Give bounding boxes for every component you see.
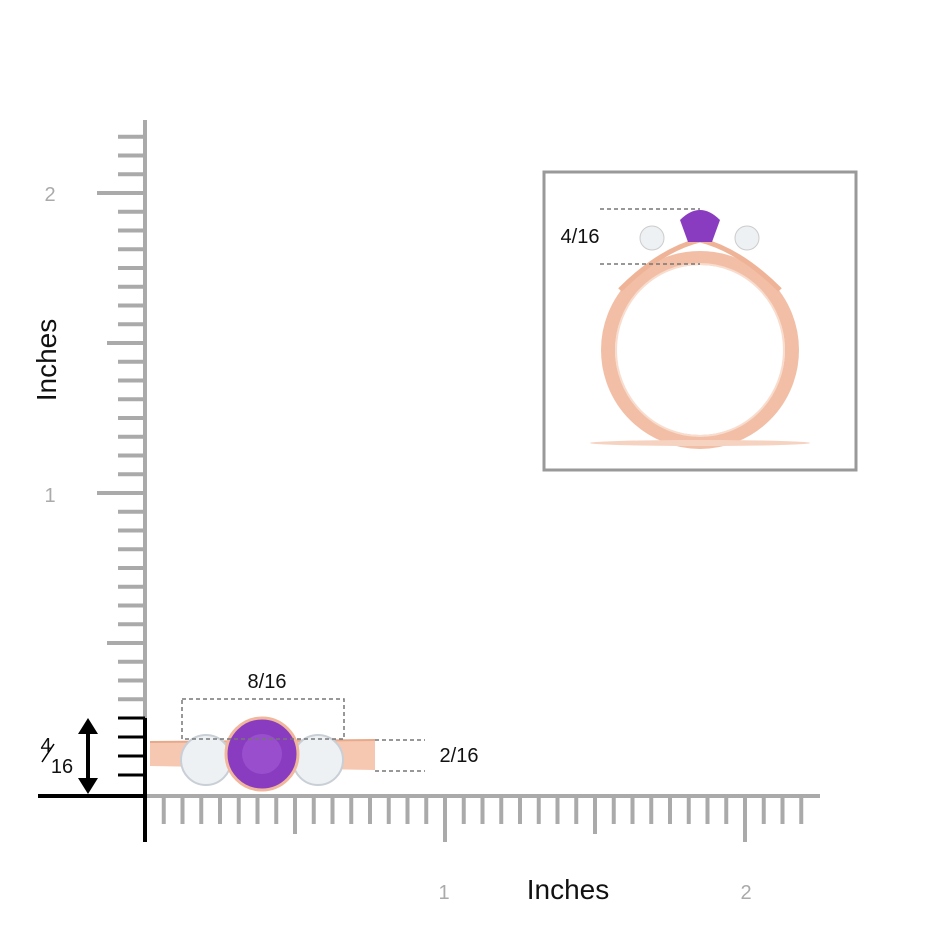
fraction-slash — [41, 743, 55, 763]
x-label: 2 — [740, 882, 751, 904]
ring-side-view — [590, 210, 810, 449]
inset-guide — [600, 208, 700, 265]
y-label: 1 — [44, 485, 55, 507]
x-label: 1 — [438, 882, 449, 904]
band-label: 2/16 — [440, 745, 479, 767]
fraction-denominator: 16 — [51, 756, 73, 778]
width-label: 8/16 — [248, 671, 287, 693]
height-arrow — [78, 718, 98, 794]
y-title: Inches — [31, 319, 62, 402]
inset-height-label: 4/16 — [561, 226, 600, 248]
ruler — [97, 120, 820, 842]
band-guide — [375, 739, 425, 772]
width-guide — [181, 698, 345, 740]
fraction-numerator: 4 — [40, 735, 51, 757]
height-ticks — [118, 716, 145, 777]
ring-top-view — [149, 716, 376, 792]
x-title: Inches — [527, 874, 610, 905]
y-label: 2 — [44, 184, 55, 206]
